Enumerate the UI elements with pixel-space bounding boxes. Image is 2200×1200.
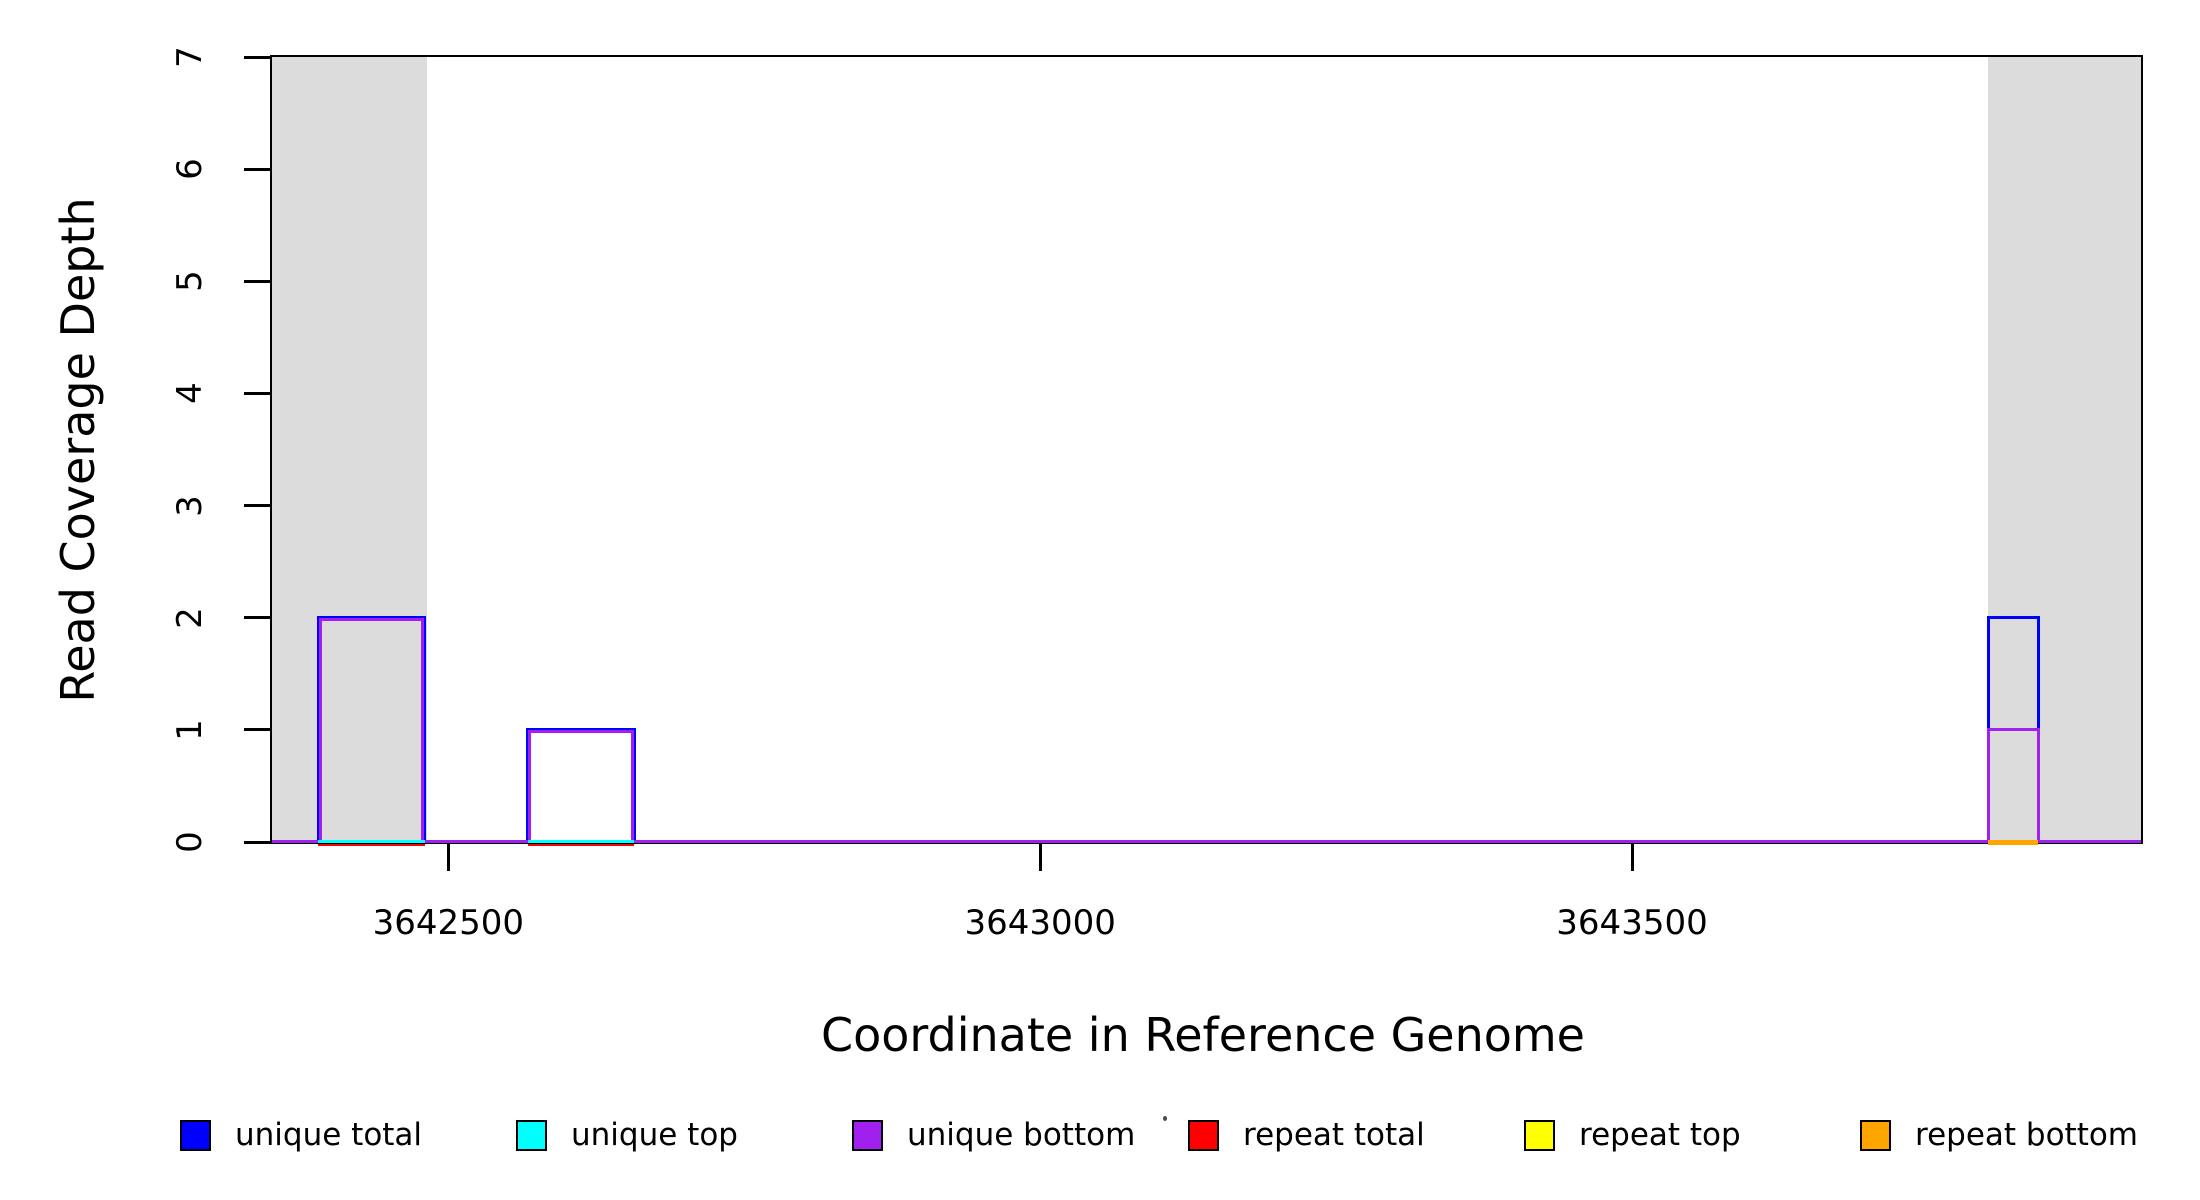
legend-item-repeat-top: repeat top [1524,1117,1741,1153]
unique-bottom-step-outline [1986,728,2040,844]
x-axis-tick-label: 3642500 [372,903,525,943]
legend-item-repeat-bottom: repeat bottom [1860,1117,2139,1153]
y-axis-tick [244,55,271,59]
legend-label: unique total [235,1117,423,1153]
x-axis-tick-label: 3643500 [1556,903,1708,943]
repeat-region-band [1988,57,2141,842]
y-axis-tick-label: 1 [170,719,210,741]
legend-label: repeat top [1579,1117,1741,1153]
unique-bottom-step-outline [318,618,425,844]
y-axis-tick [244,840,271,844]
y-axis-tick-label: 7 [170,46,210,68]
y-axis-tick [244,504,271,508]
baseline-series-mark [318,840,425,843]
x-axis-tick [1038,844,1042,871]
x-axis-tick-label: 3643000 [964,903,1116,943]
legend-item-unique-bottom: unique bottom [852,1117,1136,1153]
legend-label: repeat bottom [1915,1117,2139,1153]
y-axis-tick [244,728,271,732]
y-axis-tick [244,616,271,620]
unique-total-step-outline [526,728,636,844]
legend-label: unique bottom [907,1117,1136,1153]
unique-bottom-step-outline [528,730,634,844]
legend-swatch-repeat-top [1524,1119,1555,1151]
y-axis-tick [244,279,271,283]
x-axis-tick [446,844,450,871]
legend-swatch-repeat-total [1188,1119,1219,1151]
stray-dot [1163,1116,1167,1121]
y-axis-tick-label: 6 [170,158,210,180]
y-axis-tick-label: 3 [170,494,210,517]
baseline-repeat-total-mark [318,844,425,846]
legend-item-unique-top: unique top [516,1117,738,1153]
y-axis-tick [244,391,271,395]
x-axis-tick [1630,844,1634,871]
x-axis-title: Coordinate in Reference Genome [821,1008,1585,1062]
y-axis-tick-label: 0 [170,831,210,853]
legend-swatch-unique-top [516,1119,547,1151]
y-axis-title: Read Coverage Depth [51,197,105,703]
legend-label: unique top [571,1117,738,1153]
repeat-region-band [272,57,428,842]
legend-swatch-repeat-bottom [1860,1119,1891,1151]
legend-item-repeat-total: repeat total [1188,1117,1425,1153]
legend-swatch-unique-bottom [852,1119,883,1151]
zero-depth-baseline [272,840,2141,843]
y-axis-tick-label: 5 [170,270,210,293]
baseline-series-mark [1988,840,2038,845]
y-axis-tick-label: 4 [170,382,210,405]
y-axis-tick-label: 2 [170,606,210,629]
plot-border [270,55,2143,844]
legend-label: repeat total [1243,1117,1425,1153]
legend-item-unique-total: unique total [180,1117,423,1153]
baseline-series-mark [527,840,635,843]
unique-total-step-outline [316,616,427,844]
y-axis-tick [244,167,271,171]
legend-swatch-unique-total [180,1119,211,1151]
baseline-repeat-total-mark [527,844,635,846]
